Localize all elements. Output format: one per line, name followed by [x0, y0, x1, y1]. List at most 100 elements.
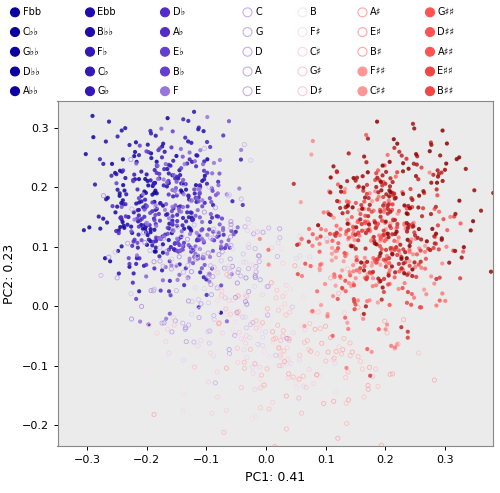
Point	[394, 234, 402, 242]
Point	[300, 322, 308, 330]
Point	[371, 219, 379, 227]
Point	[188, 245, 196, 253]
Point	[436, 274, 444, 282]
Point	[398, 323, 406, 331]
Point	[384, 269, 392, 277]
Point	[398, 188, 406, 196]
Point	[361, 274, 369, 282]
Point	[420, 189, 428, 197]
Point	[168, 219, 176, 227]
Point	[432, 203, 440, 211]
Point	[127, 290, 135, 298]
Point	[156, 199, 164, 207]
Point	[124, 213, 132, 221]
Point	[198, 225, 206, 233]
Text: A♯♯: A♯♯	[438, 47, 454, 57]
Point	[408, 272, 416, 280]
Point	[384, 272, 392, 280]
Point	[431, 233, 439, 241]
Point	[334, 227, 342, 235]
Point	[215, 319, 223, 327]
Point	[282, 311, 290, 318]
Point	[147, 286, 155, 294]
Point	[350, 174, 358, 182]
Point	[344, 220, 351, 228]
Point	[180, 160, 188, 168]
Point	[143, 202, 151, 210]
Point	[382, 218, 390, 226]
Point	[391, 268, 399, 276]
Point	[251, 282, 259, 290]
Point	[172, 317, 179, 325]
Point	[172, 246, 179, 254]
Point	[229, 245, 237, 253]
Point	[344, 265, 351, 273]
Point	[138, 221, 145, 229]
Point	[438, 234, 446, 242]
Point	[180, 180, 188, 188]
Point	[456, 274, 464, 282]
Point	[310, 380, 318, 387]
Point	[194, 342, 202, 350]
Point	[386, 301, 394, 309]
Point	[364, 345, 372, 353]
Point	[232, 228, 239, 236]
Point	[174, 247, 182, 255]
Point	[292, 379, 300, 387]
Point	[285, 337, 293, 345]
Point	[200, 176, 208, 183]
Point	[333, 168, 341, 176]
Point	[352, 256, 360, 264]
Point	[153, 205, 161, 213]
Point	[148, 242, 156, 249]
Point	[324, 310, 332, 318]
Point	[206, 339, 214, 347]
Point	[333, 247, 341, 255]
Point	[165, 170, 173, 177]
Point	[282, 360, 290, 368]
Point	[246, 346, 254, 353]
Point	[342, 364, 350, 372]
Point	[396, 241, 404, 248]
Point	[383, 320, 391, 328]
Point	[333, 168, 341, 176]
Point	[152, 247, 160, 255]
Point	[164, 249, 172, 257]
Point	[376, 237, 384, 245]
Point	[173, 222, 181, 230]
Point	[372, 169, 380, 177]
Point	[376, 252, 384, 260]
Point	[116, 214, 124, 222]
Point	[208, 265, 216, 273]
Point	[334, 244, 342, 252]
Point	[130, 152, 138, 160]
Point	[256, 235, 264, 243]
Point	[184, 235, 192, 243]
Point	[152, 237, 160, 245]
Point	[250, 308, 258, 316]
Point	[332, 247, 340, 255]
Point	[194, 254, 202, 262]
Point	[382, 225, 390, 233]
Point	[180, 356, 188, 364]
Point	[298, 272, 306, 280]
Point	[415, 245, 423, 252]
Point	[194, 245, 202, 252]
Point	[216, 220, 224, 228]
Point	[162, 315, 170, 323]
Point	[140, 262, 148, 270]
Point	[196, 185, 203, 193]
Point	[204, 361, 212, 369]
Point	[104, 253, 112, 261]
Point	[118, 215, 126, 223]
Point	[264, 224, 272, 232]
Point	[152, 187, 160, 195]
Point	[367, 237, 375, 245]
Point	[406, 238, 414, 246]
Point	[234, 344, 241, 352]
Point	[244, 227, 252, 235]
Point	[126, 260, 134, 268]
Point	[350, 242, 358, 250]
Point	[354, 230, 362, 238]
Point	[279, 332, 287, 340]
